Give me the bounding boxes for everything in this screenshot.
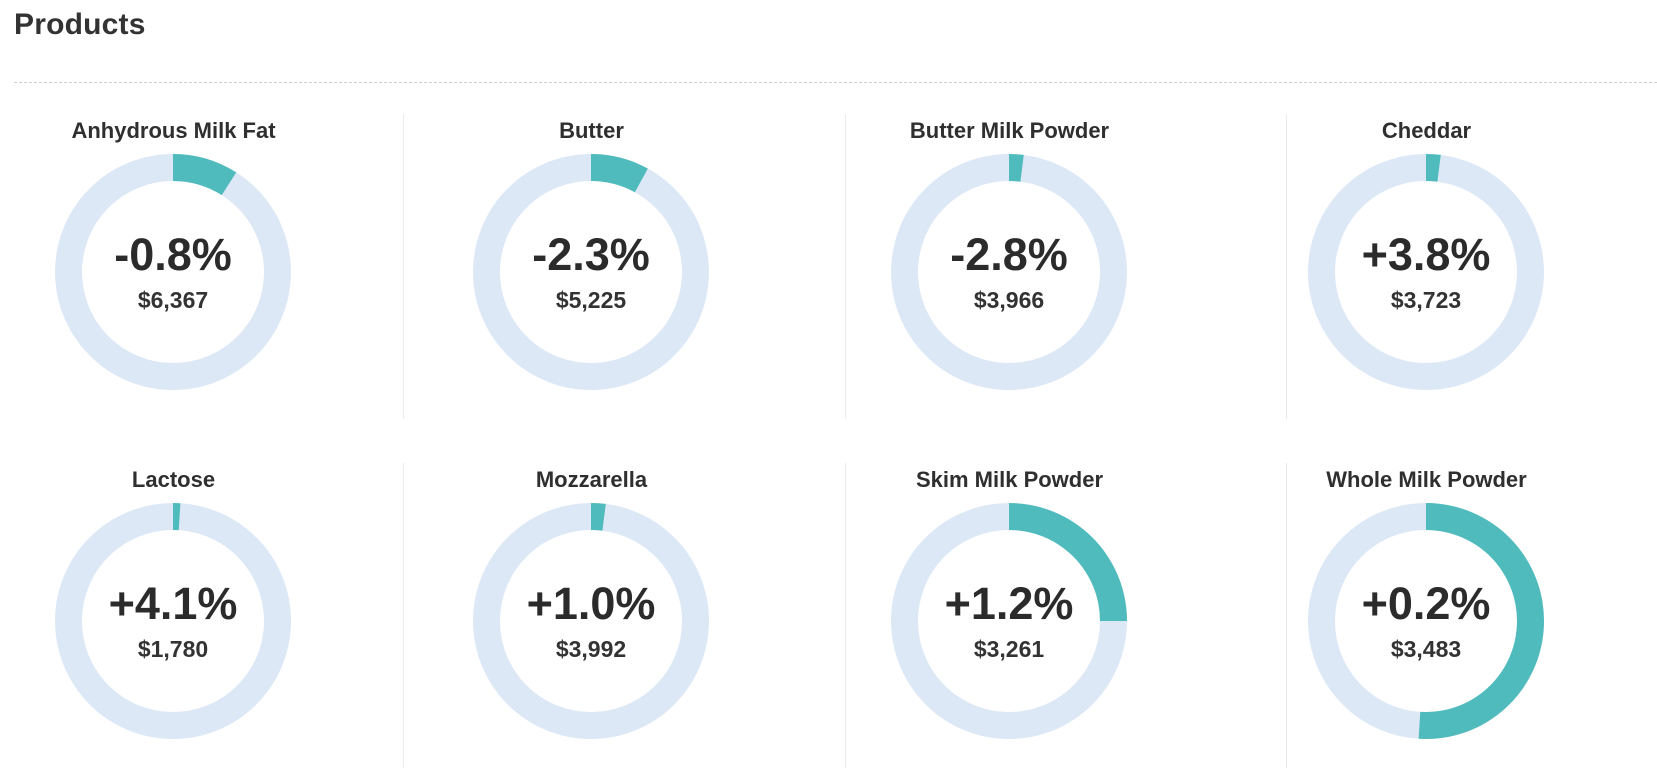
product-name: Skim Milk Powder xyxy=(915,467,1104,492)
product-name: Lactose xyxy=(131,467,216,492)
change-percent: +1.2% xyxy=(944,578,1074,629)
donut-segment xyxy=(1426,154,1441,182)
column-separator xyxy=(1286,114,1287,419)
donut-chart: -2.8% $3,966 xyxy=(891,154,1127,390)
donut-segment xyxy=(173,503,181,531)
donut-segment xyxy=(1418,503,1544,739)
product-card: Mozzarella +1.0% $3,992 xyxy=(418,447,858,767)
price-value: $3,723 xyxy=(1390,287,1462,313)
donut-segment xyxy=(1009,503,1127,621)
price-value: $3,483 xyxy=(1390,636,1462,662)
change-percent: +3.8% xyxy=(1361,229,1491,280)
product-card: Cheddar +3.8% $3,723 xyxy=(1253,98,1657,418)
column-separator xyxy=(1286,463,1287,768)
price-value: $5,225 xyxy=(555,287,627,313)
donut-chart: -0.8% $6,367 xyxy=(55,154,291,390)
product-name: Butter Milk Powder xyxy=(909,118,1110,143)
product-card: Anhydrous Milk Fat -0.8% $6,367 xyxy=(0,98,440,418)
column-separator xyxy=(403,114,404,419)
product-card: Butter -2.3% $5,225 xyxy=(418,98,858,418)
product-card: Skim Milk Powder +1.2% $3,261 xyxy=(836,447,1276,767)
column-separator xyxy=(403,463,404,768)
product-name: Cheddar xyxy=(1381,118,1472,143)
donut-chart: -2.3% $5,225 xyxy=(473,154,709,390)
change-percent: -0.8% xyxy=(114,229,232,280)
donut-segment xyxy=(173,154,237,196)
change-percent: +0.2% xyxy=(1361,578,1491,629)
donut-segment xyxy=(1009,154,1024,182)
donut-segment xyxy=(591,503,606,531)
product-name: Anhydrous Milk Fat xyxy=(71,118,276,143)
header-divider xyxy=(14,82,1657,83)
change-percent: -2.3% xyxy=(532,229,650,280)
donut-chart: +1.2% $3,261 xyxy=(891,503,1127,739)
column-separator xyxy=(845,463,846,768)
product-card: Whole Milk Powder +0.2% $3,483 xyxy=(1253,447,1657,767)
donut-chart: +4.1% $1,780 xyxy=(55,503,291,739)
price-value: $3,992 xyxy=(555,636,627,662)
donut-chart: +1.0% $3,992 xyxy=(473,503,709,739)
change-percent: +4.1% xyxy=(108,578,238,629)
product-name: Whole Milk Powder xyxy=(1326,467,1527,492)
product-card: Butter Milk Powder -2.8% $3,966 xyxy=(836,98,1276,418)
change-percent: +1.0% xyxy=(526,578,656,629)
product-name: Butter xyxy=(559,118,624,143)
product-card: Lactose +4.1% $1,780 xyxy=(0,447,440,767)
product-name: Mozzarella xyxy=(535,467,648,492)
price-value: $1,780 xyxy=(137,636,209,662)
donut-chart: +3.8% $3,723 xyxy=(1308,154,1544,390)
page-title: Products xyxy=(14,8,146,41)
change-percent: -2.8% xyxy=(950,229,1068,280)
donut-chart: +0.2% $3,483 xyxy=(1308,503,1544,739)
donut-segment xyxy=(591,154,648,193)
price-value: $6,367 xyxy=(137,287,209,313)
column-separator xyxy=(845,114,846,419)
price-value: $3,261 xyxy=(973,636,1045,662)
price-value: $3,966 xyxy=(973,287,1045,313)
